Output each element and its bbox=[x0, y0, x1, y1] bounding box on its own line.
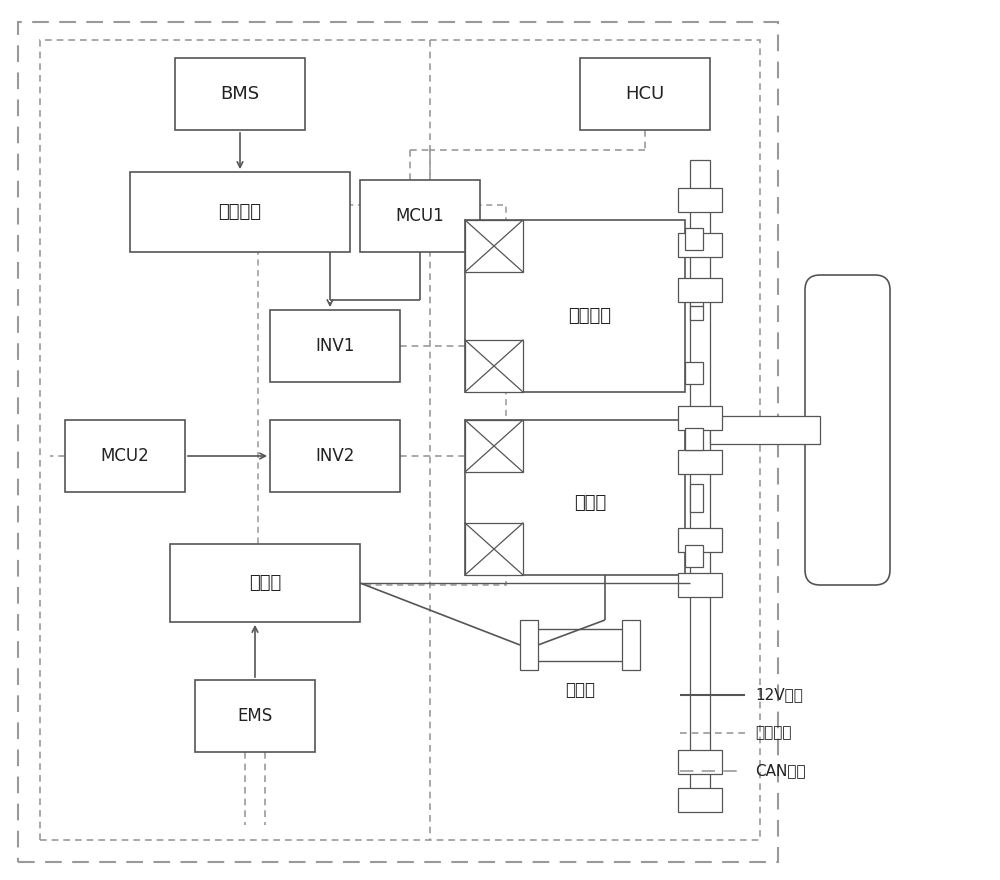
Bar bbox=[465, 523, 523, 575]
Bar bbox=[685, 545, 703, 567]
Bar bbox=[195, 680, 315, 752]
Bar bbox=[622, 620, 640, 670]
Bar bbox=[170, 544, 360, 622]
Bar bbox=[270, 420, 400, 492]
Bar bbox=[360, 180, 480, 252]
Bar bbox=[685, 362, 703, 384]
Bar bbox=[258, 205, 506, 585]
Bar bbox=[678, 278, 722, 302]
Text: HCU: HCU bbox=[625, 85, 665, 103]
Text: MCU1: MCU1 bbox=[396, 207, 444, 225]
Text: 发电机: 发电机 bbox=[574, 494, 606, 511]
Bar bbox=[678, 788, 722, 812]
Bar bbox=[18, 22, 778, 862]
Text: MCU2: MCU2 bbox=[101, 447, 149, 465]
Bar bbox=[678, 528, 722, 552]
Bar bbox=[130, 172, 350, 252]
Text: 驱动电机: 驱动电机 bbox=[568, 307, 612, 325]
Text: 12V系统: 12V系统 bbox=[755, 687, 803, 702]
Text: 离合器: 离合器 bbox=[565, 681, 595, 699]
Text: BMS: BMS bbox=[220, 85, 260, 103]
Bar bbox=[690, 484, 703, 512]
Text: 动力电池: 动力电池 bbox=[218, 203, 262, 221]
Bar bbox=[465, 220, 685, 392]
Bar bbox=[710, 416, 820, 444]
Bar bbox=[465, 220, 523, 272]
Bar bbox=[270, 310, 400, 382]
Bar bbox=[465, 420, 685, 575]
Bar bbox=[678, 188, 722, 212]
Bar bbox=[678, 750, 722, 774]
FancyBboxPatch shape bbox=[805, 275, 890, 585]
Bar bbox=[690, 160, 710, 800]
Text: 高压系统: 高压系统 bbox=[755, 725, 792, 740]
Text: 发动机: 发动机 bbox=[249, 574, 281, 592]
Bar bbox=[520, 620, 538, 670]
Bar bbox=[690, 292, 703, 320]
Bar bbox=[678, 573, 722, 597]
Text: INV2: INV2 bbox=[315, 447, 355, 465]
Bar bbox=[40, 40, 760, 840]
Text: CAN通信: CAN通信 bbox=[755, 764, 806, 779]
Bar bbox=[678, 450, 722, 474]
Bar bbox=[685, 228, 703, 250]
Bar bbox=[678, 233, 722, 257]
Bar bbox=[580, 58, 710, 130]
Bar bbox=[465, 340, 523, 392]
Bar bbox=[685, 428, 703, 450]
Text: EMS: EMS bbox=[237, 707, 273, 725]
Bar bbox=[465, 420, 523, 472]
Bar bbox=[175, 58, 305, 130]
Text: INV1: INV1 bbox=[315, 337, 355, 355]
Bar bbox=[65, 420, 185, 492]
Bar bbox=[678, 406, 722, 430]
